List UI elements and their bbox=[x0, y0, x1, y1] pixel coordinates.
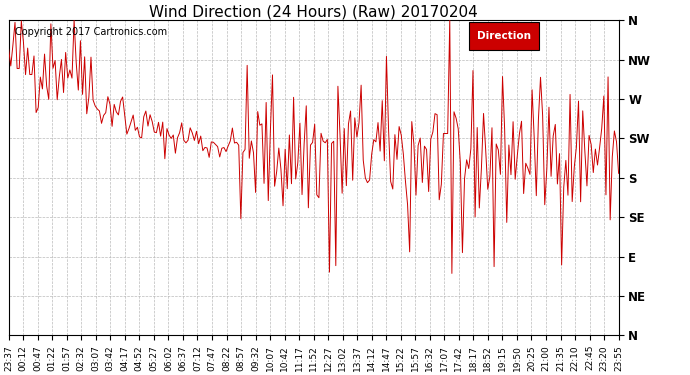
Title: Wind Direction (24 Hours) (Raw) 20170204: Wind Direction (24 Hours) (Raw) 20170204 bbox=[149, 4, 478, 19]
Bar bbox=[469, 22, 540, 50]
Text: Copyright 2017 Cartronics.com: Copyright 2017 Cartronics.com bbox=[14, 27, 167, 37]
Text: Direction: Direction bbox=[477, 31, 531, 41]
